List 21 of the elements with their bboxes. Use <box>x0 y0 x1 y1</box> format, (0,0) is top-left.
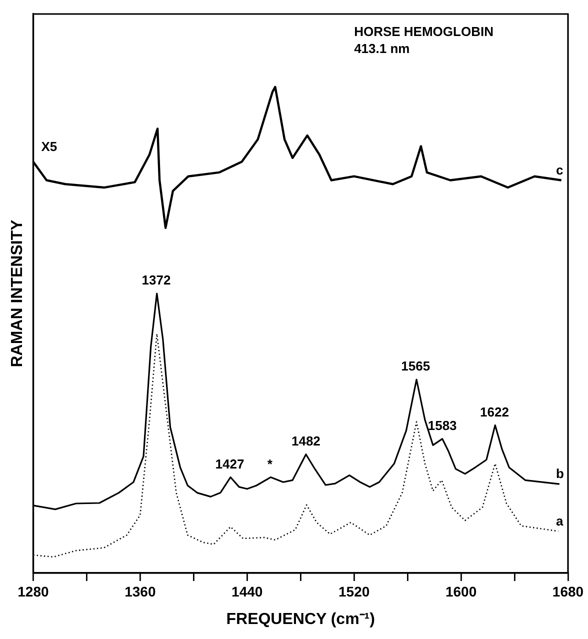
series-label: a <box>556 513 564 528</box>
annotation: 1565 <box>401 358 430 374</box>
x-tick-label: 1280 <box>18 583 49 600</box>
y-axis-title: RAMAN INTENSITY <box>9 219 26 368</box>
annotation: 1583 <box>428 418 457 433</box>
annotation: 1427 <box>215 456 244 472</box>
annotation: X5 <box>41 138 58 154</box>
x-tick-label: 1600 <box>445 583 477 600</box>
x-tick-label: 1680 <box>552 583 584 600</box>
series-label: b <box>556 466 564 482</box>
x-tick-label: 1440 <box>232 583 263 600</box>
annotation: 1482 <box>291 433 320 448</box>
x-axis-title: FREQUENCY (cm⁻¹) <box>226 610 375 628</box>
x-tick-label: 1360 <box>124 583 156 600</box>
series-label: c <box>556 162 564 178</box>
text: 413.1 nm <box>354 41 410 56</box>
annotation: 1372 <box>142 272 171 288</box>
x-tick-label: 1520 <box>338 583 370 600</box>
annotation: * <box>267 456 274 472</box>
text: HORSE HEMOGLOBIN <box>354 24 494 40</box>
annotation: 1622 <box>480 404 509 420</box>
